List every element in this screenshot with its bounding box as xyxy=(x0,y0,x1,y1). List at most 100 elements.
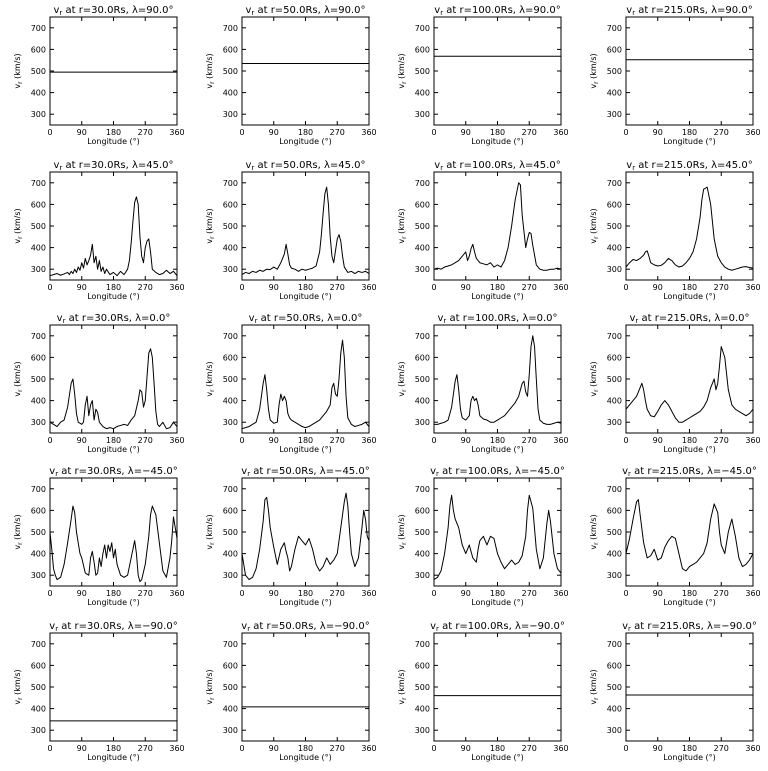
x-axis-label: Longitude (°) xyxy=(87,445,140,454)
y-tick-label: 600 xyxy=(31,200,46,209)
y-tick-label: 400 xyxy=(31,705,46,714)
x-axis-label: Longitude (°) xyxy=(87,753,140,762)
x-tick-label: 270 xyxy=(714,283,729,292)
y-tick-label: 400 xyxy=(607,550,622,559)
x-tick-label: 0 xyxy=(623,436,628,445)
x-tick-label: 360 xyxy=(553,589,568,598)
y-tick-label: 300 xyxy=(223,418,238,427)
x-tick-label: 0 xyxy=(239,283,244,292)
y-tick-label: 500 xyxy=(415,375,430,384)
y-tick-label: 300 xyxy=(31,265,46,274)
plot-svg: vr at r=50.0Rs, λ=−45.0° 0 90 180 270 360 300 4… xyxy=(205,466,377,607)
plot-svg: vr at r=215.0Rs, λ=45.0° 0 90 180 270 360 300 4… xyxy=(589,160,761,301)
y-tick-label: 500 xyxy=(607,375,622,384)
x-tick-label: 90 xyxy=(77,744,87,753)
y-axis-label: vr (km/s) xyxy=(13,361,24,396)
x-tick-label: 270 xyxy=(714,589,729,598)
x-tick-label: 90 xyxy=(653,744,663,753)
x-axis-label: Longitude (°) xyxy=(663,753,716,762)
plot-frame xyxy=(49,171,178,281)
panel-title: vr at r=30.0Rs, λ=90.0° xyxy=(53,5,173,17)
panel-title: vr at r=215.0Rs, λ=0.0° xyxy=(629,313,749,325)
y-tick-label: 700 xyxy=(31,24,46,33)
x-tick-label: 270 xyxy=(138,283,153,292)
y-axis-label: vr (km/s) xyxy=(205,514,216,549)
y-axis-label: vr (km/s) xyxy=(589,53,600,88)
x-tick-label: 360 xyxy=(553,283,568,292)
y-tick-label: 300 xyxy=(31,418,46,427)
x-tick-label: 360 xyxy=(745,436,760,445)
x-axis-label: Longitude (°) xyxy=(663,445,716,454)
x-tick-label: 90 xyxy=(269,744,279,753)
y-tick-label: 400 xyxy=(223,397,238,406)
y-tick-label: 300 xyxy=(223,571,238,580)
plot-panel: vr at r=50.0Rs, λ=0.0° 0 90 180 270 360 300 400… xyxy=(194,309,377,463)
y-tick-label: 300 xyxy=(607,571,622,580)
x-tick-label: 270 xyxy=(330,128,345,137)
y-tick-label: 700 xyxy=(607,179,622,188)
plot-svg: vr at r=50.0Rs, λ=90.0° 0 90 180 270 360 300 40… xyxy=(205,5,377,146)
y-tick-label: 700 xyxy=(415,179,430,188)
x-tick-label: 90 xyxy=(77,283,87,292)
x-axis-label: Longitude (°) xyxy=(471,753,524,762)
x-tick-label: 90 xyxy=(653,589,663,598)
y-tick-label: 600 xyxy=(415,200,430,209)
plot-svg: vr at r=30.0Rs, λ=0.0° 0 90 180 270 360 300 400… xyxy=(13,313,185,454)
y-axis-label: vr (km/s) xyxy=(13,514,24,549)
y-tick-label: 700 xyxy=(415,332,430,341)
y-tick-label: 600 xyxy=(223,353,238,362)
y-tick-label: 700 xyxy=(223,24,238,33)
series-line xyxy=(241,492,370,581)
panel-title: vr at r=215.0Rs, λ=−45.0° xyxy=(622,466,757,478)
x-tick-label: 360 xyxy=(169,589,184,598)
x-tick-label: 180 xyxy=(490,744,505,753)
plot-frame xyxy=(625,632,754,742)
y-tick-label: 600 xyxy=(607,200,622,209)
plot-panel: vr at r=50.0Rs, λ=90.0° 0 90 180 270 360 300 40… xyxy=(194,1,377,155)
plot-svg: vr at r=215.0Rs, λ=−45.0° 0 90 180 270 360 300… xyxy=(589,466,761,607)
x-tick-label: 360 xyxy=(169,128,184,137)
y-axis-label: vr (km/s) xyxy=(589,669,600,704)
y-tick-label: 300 xyxy=(607,418,622,427)
x-tick-label: 360 xyxy=(361,283,376,292)
x-tick-label: 360 xyxy=(361,128,376,137)
y-tick-label: 500 xyxy=(415,222,430,231)
x-tick-label: 270 xyxy=(330,589,345,598)
x-tick-label: 180 xyxy=(298,744,313,753)
panel-title: vr at r=100.0Rs, λ=45.0° xyxy=(434,160,560,172)
y-tick-label: 500 xyxy=(223,683,238,692)
plot-panel: vr at r=215.0Rs, λ=45.0° 0 90 180 270 360 300 4… xyxy=(578,156,761,310)
panel-title: vr at r=215.0Rs, λ=−90.0° xyxy=(622,621,757,633)
y-tick-label: 500 xyxy=(607,683,622,692)
x-axis-label: Longitude (°) xyxy=(471,292,524,301)
x-tick-label: 90 xyxy=(461,744,471,753)
y-axis-label: vr (km/s) xyxy=(13,669,24,704)
panel-title: vr at r=30.0Rs, λ=−90.0° xyxy=(49,621,177,633)
y-axis-label: vr (km/s) xyxy=(13,53,24,88)
x-tick-label: 0 xyxy=(431,128,436,137)
plot-frame xyxy=(433,632,562,742)
plot-svg: vr at r=215.0Rs, λ=0.0° 0 90 180 270 360 300 40… xyxy=(589,313,761,454)
x-tick-label: 360 xyxy=(169,283,184,292)
x-tick-label: 180 xyxy=(682,436,697,445)
y-tick-label: 700 xyxy=(415,24,430,33)
x-tick-label: 180 xyxy=(298,283,313,292)
x-axis-label: Longitude (°) xyxy=(471,445,524,454)
plot-svg: vr at r=50.0Rs, λ=45.0° 0 90 180 270 360 300 40… xyxy=(205,160,377,301)
y-tick-label: 600 xyxy=(223,200,238,209)
x-tick-label: 0 xyxy=(431,436,436,445)
x-tick-label: 360 xyxy=(553,436,568,445)
y-axis-label: vr (km/s) xyxy=(589,208,600,243)
x-tick-label: 0 xyxy=(623,589,628,598)
x-tick-label: 90 xyxy=(653,128,663,137)
plot-frame xyxy=(241,632,370,742)
panel-title: vr at r=50.0Rs, λ=45.0° xyxy=(245,160,365,172)
series-line xyxy=(241,339,370,430)
x-axis-label: Longitude (°) xyxy=(279,137,332,146)
x-tick-label: 180 xyxy=(682,128,697,137)
x-tick-label: 0 xyxy=(47,128,52,137)
plot-panel: vr at r=100.0Rs, λ=−45.0° 0 90 180 270 360 300… xyxy=(386,462,569,616)
y-axis-label: vr (km/s) xyxy=(205,208,216,243)
plot-frame xyxy=(49,324,178,434)
x-tick-label: 0 xyxy=(47,436,52,445)
